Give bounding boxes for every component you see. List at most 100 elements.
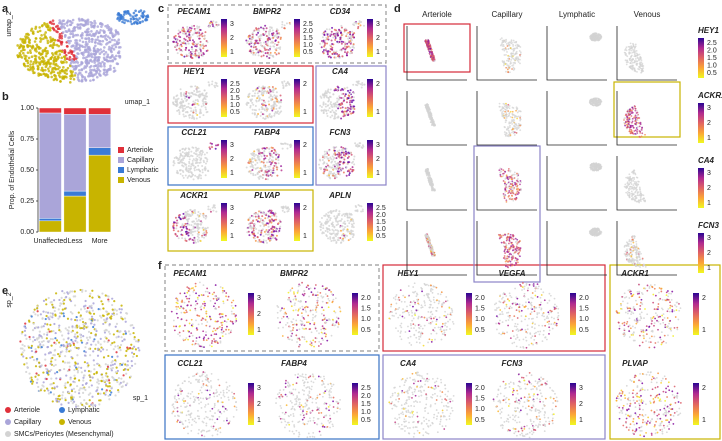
cell-dot xyxy=(337,236,340,239)
cell-dot xyxy=(274,34,277,37)
cell-dot xyxy=(335,105,338,108)
cell-dot xyxy=(255,48,258,51)
cell-dot xyxy=(76,73,80,77)
cell-dot xyxy=(635,116,638,119)
cell-dot xyxy=(191,238,194,241)
colorbar-label: 1.5 xyxy=(707,55,717,62)
cell-dot xyxy=(333,177,336,180)
cell-dot xyxy=(641,126,643,129)
cell-dot xyxy=(508,71,511,74)
gene-label: ACKR1 xyxy=(179,191,208,200)
cell-dot xyxy=(323,45,326,48)
cell-dot xyxy=(250,51,253,54)
cell-dot xyxy=(180,101,183,104)
cell-dot xyxy=(340,42,343,45)
cell-dot xyxy=(99,29,102,32)
cell-dot xyxy=(172,96,175,99)
cell-dot xyxy=(513,127,516,130)
cell-dot xyxy=(332,239,335,242)
cell-dot xyxy=(639,121,642,124)
cell-dot xyxy=(199,28,202,31)
cell-dot xyxy=(208,84,211,87)
cell-dot xyxy=(343,158,346,161)
cell-dot xyxy=(267,30,270,33)
cell-dot xyxy=(629,42,632,45)
cell-dot xyxy=(89,23,93,27)
cell-dot xyxy=(333,226,336,229)
cell-dot xyxy=(640,63,643,66)
cell-dot xyxy=(502,45,505,48)
cell-dot xyxy=(339,102,342,105)
colorbar-label: 0.5 xyxy=(230,109,240,116)
cell-dot xyxy=(180,229,183,232)
cell-dot xyxy=(122,18,125,21)
cell-dot xyxy=(597,35,600,38)
cell-dot xyxy=(336,232,339,235)
cell-dot xyxy=(519,51,522,54)
cell-dot xyxy=(325,28,328,31)
umap-plot xyxy=(245,21,292,60)
colorbar-label: 1 xyxy=(376,109,380,116)
cell-dot xyxy=(507,55,510,58)
cell-dot xyxy=(252,166,255,169)
cell-dot xyxy=(102,49,105,53)
cell-dot xyxy=(275,49,278,52)
cell-dot xyxy=(179,31,182,34)
cell-dot xyxy=(192,100,195,103)
cell-dot xyxy=(109,64,112,68)
cell-dot xyxy=(324,214,327,217)
cell-dot xyxy=(326,230,329,233)
cell-dot xyxy=(38,57,42,61)
bar-segment xyxy=(88,147,111,156)
cell-dot xyxy=(182,40,185,43)
cell-dot xyxy=(113,69,117,72)
cell-dot xyxy=(276,110,279,113)
cell-dot xyxy=(100,43,103,46)
cell-dot xyxy=(101,60,104,64)
y-tick-label: 0.75 xyxy=(20,136,34,143)
cell-dot xyxy=(135,22,139,25)
cell-dot xyxy=(85,60,89,64)
cell-dot xyxy=(214,147,217,150)
cell-dot xyxy=(268,57,271,60)
cell-dot xyxy=(117,32,120,36)
cell-dot xyxy=(426,109,429,112)
cell-dot xyxy=(272,36,275,39)
box-venous xyxy=(167,189,314,252)
cell-dot xyxy=(260,111,263,114)
cell-dot xyxy=(639,131,642,134)
cell-dot xyxy=(624,124,626,127)
cell-dot xyxy=(191,48,194,51)
cell-dot xyxy=(253,108,256,111)
cell-dot xyxy=(503,117,506,119)
cell-dot xyxy=(511,174,514,177)
cell-dot xyxy=(260,98,263,101)
column-header: Venous xyxy=(634,10,661,19)
cell-dot xyxy=(340,151,343,154)
cell-dot xyxy=(629,57,632,60)
cell-dot xyxy=(267,116,270,119)
cell-dot xyxy=(320,216,323,219)
cell-dot xyxy=(432,120,435,123)
cell-dot xyxy=(361,83,364,86)
umap-plot xyxy=(172,20,220,60)
cell-dot xyxy=(175,41,178,44)
cell-dot xyxy=(644,133,646,136)
cell-dot xyxy=(26,51,30,54)
cell-dot xyxy=(597,33,599,36)
cell-dot xyxy=(432,118,434,121)
cell-dot xyxy=(514,44,517,47)
cell-dot xyxy=(193,169,196,172)
cell-dot xyxy=(512,130,515,133)
cell-dot xyxy=(361,81,364,84)
cell-dot xyxy=(641,132,644,135)
cell-dot xyxy=(630,67,633,70)
cell-dot xyxy=(257,215,260,218)
cell-dot xyxy=(635,121,638,124)
cell-dot xyxy=(69,69,72,73)
cell-dot xyxy=(199,40,202,43)
cell-dot xyxy=(187,102,190,105)
cell-dot xyxy=(519,118,522,121)
cell-dot xyxy=(255,167,258,170)
cell-dot xyxy=(117,13,121,16)
